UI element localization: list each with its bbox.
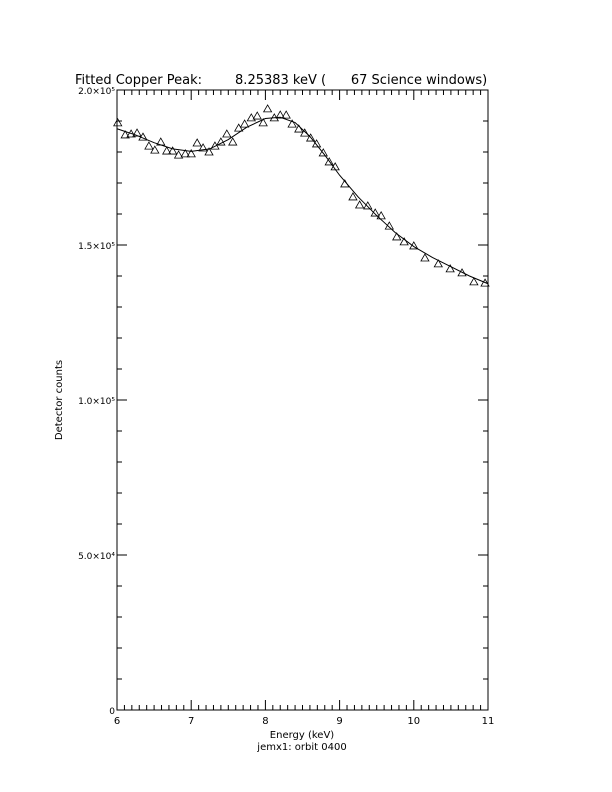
data-point [348, 192, 358, 201]
data-point [252, 111, 262, 120]
y-tick-label: 1.5×10⁵ [78, 242, 115, 252]
data-point [228, 137, 238, 146]
x-axis-label: Energy (keV) [270, 730, 335, 741]
data-point [173, 150, 184, 159]
data-point [433, 259, 443, 268]
data-point [233, 123, 244, 132]
data-point [324, 157, 334, 166]
data-point [216, 137, 226, 146]
fit-curve [116, 116, 489, 285]
x-tick-label: 10 [407, 716, 420, 727]
data-point [126, 129, 136, 138]
data-point [392, 232, 402, 241]
data-point [457, 268, 467, 277]
y-tick-label: 2.0×10⁵ [78, 87, 115, 97]
chart-title: Fitted Copper Peak: 8.25383 keV ( 67 Sci… [75, 73, 487, 88]
data-point [167, 146, 178, 155]
data-point [246, 113, 256, 122]
y-tick-label: 0 [109, 707, 115, 717]
y-tick-label: 1.0×10⁵ [78, 397, 115, 407]
data-point [469, 277, 479, 286]
data-point [144, 141, 154, 150]
data-point [281, 110, 291, 119]
data-point [354, 200, 365, 209]
x-tick-label: 7 [188, 716, 194, 727]
data-point [150, 145, 160, 154]
data-point [376, 211, 386, 220]
data-point [186, 149, 196, 158]
data-point [198, 143, 208, 152]
x-tick-label: 6 [114, 716, 120, 727]
data-point [420, 253, 430, 262]
y-tick-label: 5.0×10⁴ [78, 552, 115, 562]
data-point [138, 132, 148, 141]
data-point [287, 119, 297, 128]
subtitle: jemx1: orbit 0400 [256, 742, 346, 753]
data-point [363, 201, 373, 210]
data-point [480, 278, 490, 287]
data-point [180, 149, 190, 158]
data-point [300, 128, 310, 137]
data-point [305, 133, 316, 142]
data-point [113, 118, 123, 127]
data-point [204, 147, 214, 156]
data-point [258, 118, 268, 127]
x-tick-label: 8 [262, 716, 268, 727]
data-point [222, 129, 232, 138]
data-point [311, 139, 322, 148]
data-point [162, 146, 172, 155]
data-point [239, 119, 250, 128]
data-point [445, 264, 455, 273]
data-point [120, 130, 130, 139]
data-point [318, 148, 328, 157]
x-tick-label: 11 [482, 716, 495, 727]
x-tick-label: 9 [336, 716, 342, 727]
data-point [192, 138, 202, 147]
data-point [275, 110, 285, 119]
data-point [262, 104, 273, 113]
y-axis-label: Detector counts [54, 360, 65, 440]
